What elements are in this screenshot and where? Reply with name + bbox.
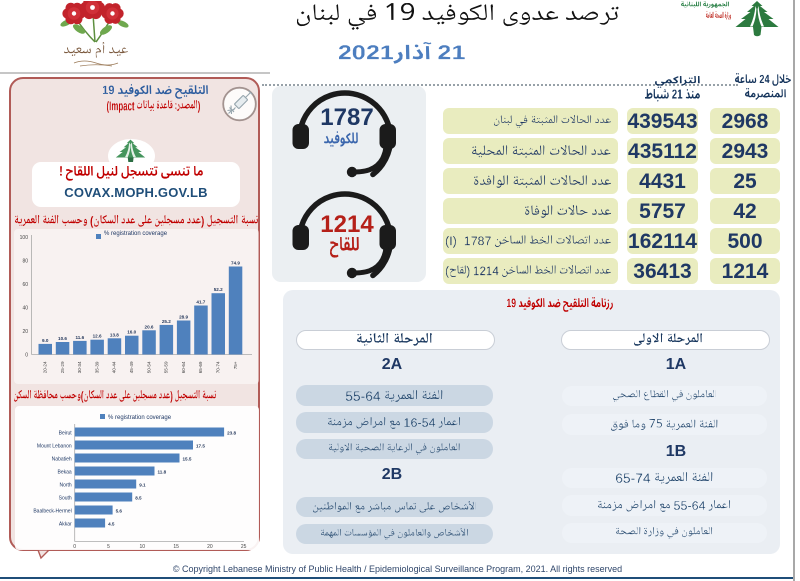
svg-text:Beirut: Beirut — [59, 431, 73, 437]
svg-text:20.6: 20.6 — [145, 324, 154, 329]
svg-text:9.1: 9.1 — [139, 483, 146, 488]
svg-text:9.0: 9.0 — [42, 338, 49, 343]
svg-text:25.2: 25.2 — [162, 319, 171, 324]
svg-text:60-64: 60-64 — [181, 361, 186, 373]
svg-text:South: South — [59, 496, 72, 502]
svg-text:80: 80 — [22, 259, 28, 265]
svg-text:15.5: 15.5 — [183, 457, 192, 462]
svg-text:30-34: 30-34 — [77, 361, 82, 373]
svg-text:16.0: 16.0 — [127, 330, 136, 335]
svg-text:8.5: 8.5 — [135, 496, 142, 501]
svg-text:Bekaa: Bekaa — [58, 470, 72, 476]
svg-text:% registration coverage: % registration coverage — [108, 415, 172, 421]
svg-text:60: 60 — [22, 282, 28, 288]
svg-text:Nabatieh: Nabatieh — [52, 457, 72, 463]
svg-text:11.8: 11.8 — [158, 470, 167, 475]
svg-text:52.2: 52.2 — [214, 287, 223, 292]
svg-text:20: 20 — [207, 544, 213, 550]
svg-text:65-69: 65-69 — [198, 361, 203, 373]
svg-text:17.5: 17.5 — [196, 444, 205, 449]
svg-text:45-49: 45-49 — [129, 361, 134, 373]
svg-text:25-29: 25-29 — [60, 361, 65, 373]
svg-text:North: North — [59, 483, 71, 489]
svg-text:20-24: 20-24 — [43, 361, 48, 373]
svg-text:40: 40 — [22, 306, 28, 312]
svg-text:4.5: 4.5 — [108, 522, 115, 527]
svg-text:Mount Lebanon: Mount Lebanon — [37, 444, 72, 450]
svg-text:20: 20 — [22, 329, 28, 335]
svg-text:Baalbeck-Hermel: Baalbeck-Hermel — [33, 509, 71, 515]
svg-text:0: 0 — [73, 544, 76, 550]
svg-text:0: 0 — [25, 353, 28, 359]
svg-text:Akkar: Akkar — [59, 522, 72, 528]
svg-text:41.7: 41.7 — [196, 300, 205, 305]
svg-text:10: 10 — [140, 544, 146, 550]
svg-text:15: 15 — [173, 544, 179, 550]
svg-text:5: 5 — [107, 544, 110, 550]
svg-text:55-59: 55-59 — [164, 361, 169, 373]
svg-text:70-74: 70-74 — [216, 361, 221, 373]
svg-text:10.6: 10.6 — [58, 336, 67, 341]
svg-text:75+: 75+ — [233, 361, 238, 369]
svg-text:11.6: 11.6 — [75, 335, 84, 340]
svg-text:74.9: 74.9 — [231, 261, 240, 266]
svg-text:28.9: 28.9 — [179, 315, 188, 320]
svg-text:50-54: 50-54 — [146, 361, 151, 373]
svg-text:12.6: 12.6 — [93, 334, 102, 339]
svg-text:40-44: 40-44 — [112, 361, 117, 373]
svg-text:13.8: 13.8 — [110, 332, 119, 337]
svg-text:5.6: 5.6 — [116, 509, 123, 514]
svg-text:23.8: 23.8 — [227, 431, 236, 436]
svg-text:100: 100 — [20, 235, 29, 241]
svg-text:35-39: 35-39 — [94, 361, 99, 373]
svg-text:25: 25 — [241, 544, 247, 550]
